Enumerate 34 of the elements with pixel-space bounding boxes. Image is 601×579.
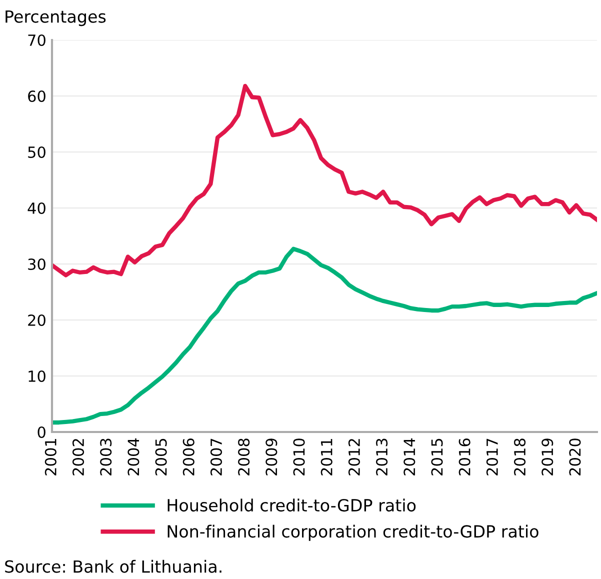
x-tick-label: 2020 xyxy=(569,438,581,476)
y-tick-label: 0 xyxy=(38,426,46,438)
y-tick-label: 10 xyxy=(28,370,46,382)
source-note: Source: Bank of Lithuania. xyxy=(5,560,222,573)
line-series xyxy=(52,246,597,425)
x-tick-label: 2014 xyxy=(404,438,416,476)
y-tick-label: 60 xyxy=(28,90,46,102)
x-tick-label: 2017 xyxy=(486,438,498,476)
x-tick-label: 2008 xyxy=(238,438,250,476)
legend-label: Non-financial corporation credit-to-GDP ratio xyxy=(168,524,538,541)
y-tick-label: 30 xyxy=(28,258,46,270)
x-tick-label: 2018 xyxy=(514,438,526,476)
x-tick-label: 2010 xyxy=(293,438,305,476)
x-tick-label: 2013 xyxy=(376,438,388,476)
y-tick-label: 20 xyxy=(28,314,46,326)
x-tick-label: 2015 xyxy=(431,438,443,476)
x-tick-label: 2003 xyxy=(100,438,112,476)
x-tick-label: 2009 xyxy=(266,438,278,476)
x-tick-label: 2016 xyxy=(458,438,470,476)
legend-label: Household credit-to-GDP ratio xyxy=(168,498,416,512)
x-tick-label: 2002 xyxy=(72,439,84,476)
y-tick-label: 40 xyxy=(28,202,46,214)
y-tick-label: 70 xyxy=(28,34,46,46)
x-tick-label: 2007 xyxy=(210,438,222,476)
x-tick-label: 2001 xyxy=(44,438,56,476)
x-tick-label: 2006 xyxy=(182,438,194,476)
y-tick-label: 50 xyxy=(28,146,46,158)
x-tick-label: 2004 xyxy=(128,438,140,476)
x-tick-label: 2019 xyxy=(542,438,554,476)
x-tick-label: 2005 xyxy=(155,438,167,476)
x-tick-label: 2012 xyxy=(348,439,360,476)
y-axis-title: Percentages xyxy=(6,10,106,26)
line-series xyxy=(52,84,597,278)
x-tick-label: 2011 xyxy=(320,438,332,476)
